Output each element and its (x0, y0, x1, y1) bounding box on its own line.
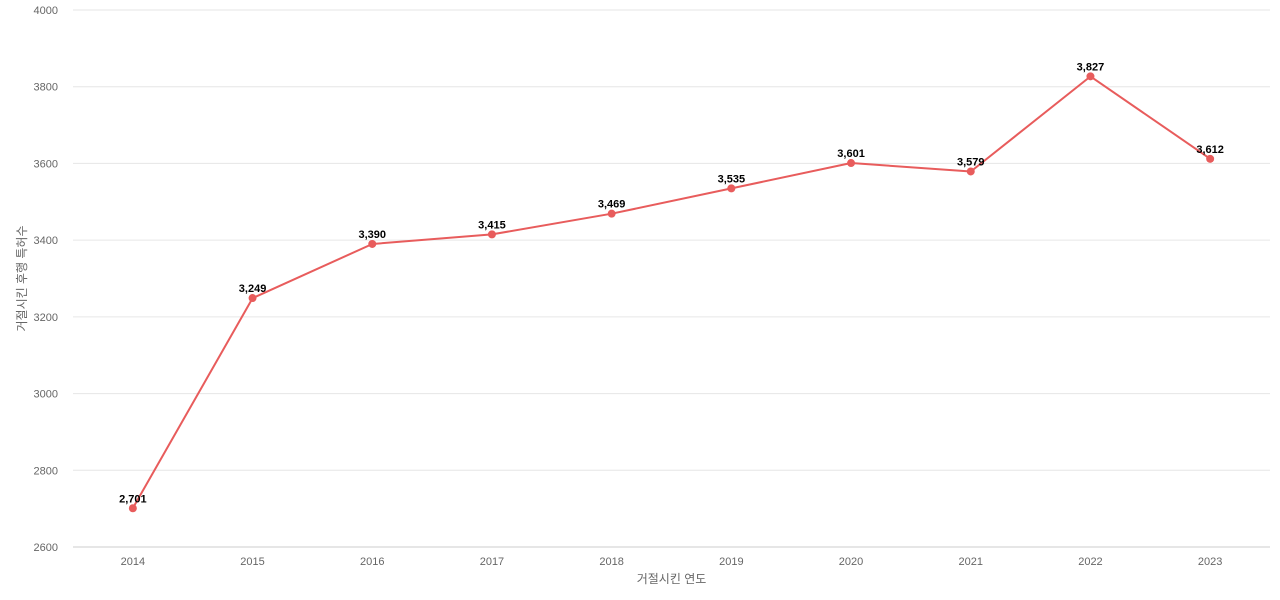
x-axis-ticks: 2014 2015 2016 2017 2018 2019 2020 2021 2022 2023 (121, 556, 1223, 568)
data-label: 3,827 (1077, 61, 1105, 73)
y-axis-ticks: 2600 2800 3000 3200 3400 3600 3800 4000 (34, 5, 58, 554)
x-tick-label: 2018 (599, 556, 623, 568)
data-point[interactable] (1086, 72, 1095, 81)
data-point[interactable] (847, 159, 856, 168)
y-tick-label: 2600 (34, 542, 58, 554)
y-tick-label: 3600 (34, 158, 58, 170)
data-point[interactable] (727, 184, 736, 193)
data-point[interactable] (487, 230, 496, 239)
x-tick-label: 2019 (719, 556, 743, 568)
gridlines (73, 9, 1270, 471)
y-tick-label: 4000 (34, 5, 58, 17)
data-point[interactable] (966, 167, 975, 176)
y-tick-label: 3400 (34, 235, 58, 247)
y-tick-label: 2800 (34, 465, 58, 477)
y-tick-label: 3200 (34, 312, 58, 324)
y-tick-label: 3000 (34, 389, 58, 401)
x-tick-label: 2016 (360, 556, 384, 568)
data-point[interactable] (128, 504, 137, 513)
x-tick-label: 2015 (240, 556, 264, 568)
data-label: 3,601 (837, 148, 865, 160)
data-labels: 2,701 3,249 3,390 3,415 3,469 3,535 3,601 3,579… (119, 61, 1224, 505)
data-label: 3,612 (1196, 144, 1224, 156)
data-label: 3,390 (358, 229, 386, 241)
x-tick-label: 2014 (121, 556, 145, 568)
x-tick-label: 2020 (839, 556, 863, 568)
x-tick-label: 2017 (480, 556, 504, 568)
data-label: 3,535 (718, 173, 746, 185)
data-point[interactable] (368, 239, 377, 248)
series-line (131, 75, 1211, 509)
x-tick-label: 2022 (1078, 556, 1102, 568)
data-point[interactable] (1206, 154, 1215, 163)
data-label: 3,415 (478, 219, 506, 231)
data-label: 3,249 (239, 283, 267, 295)
data-label: 3,579 (957, 156, 985, 168)
data-label: 2,701 (119, 493, 147, 505)
data-point[interactable] (248, 294, 257, 303)
x-tick-label: 2021 (959, 556, 983, 568)
x-axis-title: 거절시킨 연도 (637, 572, 707, 586)
data-label: 3,469 (598, 199, 626, 211)
series-layer (128, 72, 1215, 513)
x-tick-label: 2023 (1198, 556, 1222, 568)
data-point[interactable] (607, 209, 616, 218)
y-tick-label: 3800 (34, 82, 58, 94)
y-axis-title: 거절시킨 후행 특허수 (14, 225, 29, 331)
